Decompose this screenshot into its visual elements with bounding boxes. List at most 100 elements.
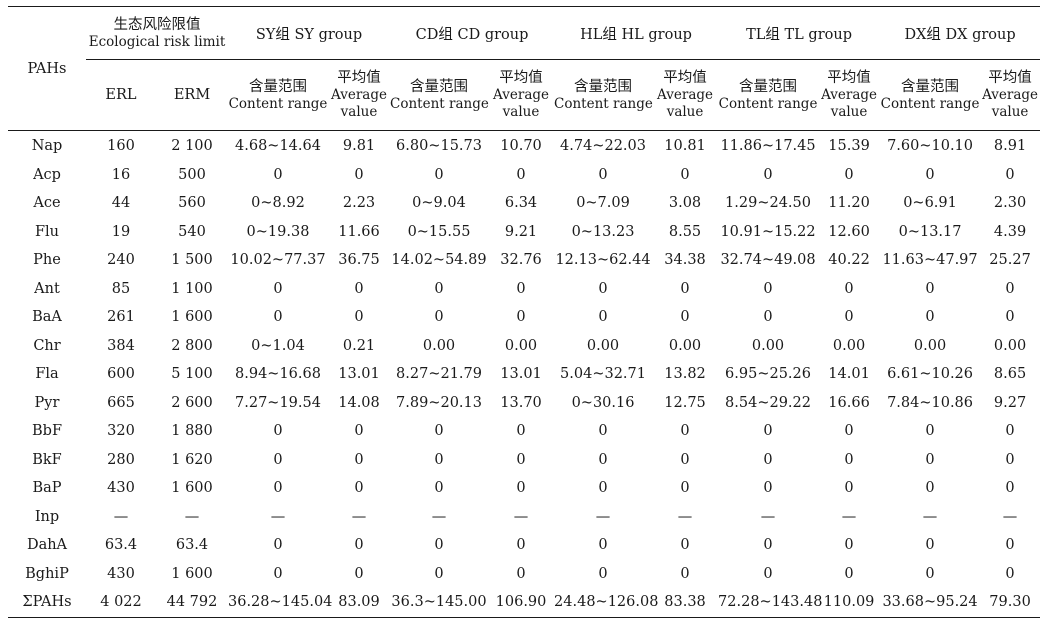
content-range-cell: 0 — [598, 480, 608, 497]
table-body: Nap 160 2 100 4.68~14.64 9.81 6.80~15.73 10.70… — [8, 131, 1041, 618]
content-range-cell: 0~19.38 — [246, 223, 310, 240]
pah-name-cell: Ace — [33, 195, 61, 212]
average-value-cell: 0.00 — [832, 337, 866, 354]
pah-name-cell: Inp — [34, 508, 60, 525]
content-range-cell: 0 — [598, 451, 608, 468]
content-range-cell: 36.3~145.00 — [390, 588, 489, 618]
content-range-cell: 72.28~143.48 — [718, 588, 822, 618]
content-range-cell: 0 — [763, 309, 773, 326]
average-value-cell: 79.30 — [980, 588, 1041, 618]
average-value-cell: 0 — [1005, 309, 1015, 326]
erl-cell: 160 — [107, 137, 135, 154]
content-range-cell: 0 — [598, 280, 608, 297]
average-value-cell: 16.66 — [828, 394, 870, 411]
erm-cell: 560 — [178, 195, 206, 212]
average-value-cell: 13.01 — [338, 366, 380, 383]
pah-name-cell: BaA — [32, 309, 62, 326]
erm-cell: 63.4 — [175, 537, 209, 554]
average-value-cell: 0 — [844, 280, 854, 297]
erm-cell: 540 — [178, 223, 206, 240]
content-range-header: 含量范围 Content range — [718, 59, 819, 131]
average-value-cell: 0 — [680, 537, 690, 554]
average-value-cell: 0 — [844, 309, 854, 326]
average-value-header-en-2: value — [502, 104, 540, 121]
content-range-cell: 0 — [925, 480, 935, 497]
average-value-header: 平均值 Average value — [652, 59, 719, 131]
erm-cell: 1 880 — [171, 423, 213, 440]
group-title: DX组 DX group — [904, 26, 1016, 43]
table-row: BaP 430 1 600 0 0 0 0 0 0 0 0 0 0 — [8, 474, 1040, 503]
average-value-cell: 12.75 — [664, 394, 706, 411]
erl-cell: 665 — [107, 394, 135, 411]
average-value-header-en-1: Average — [657, 87, 713, 104]
average-value-cell: 0 — [844, 166, 854, 183]
average-value-cell: 0.00 — [668, 337, 702, 354]
content-range-cell: 10.91~15.22 — [720, 223, 816, 240]
group-title: SY组 SY group — [255, 26, 363, 43]
group-header-tl: TL组 TL group — [718, 6, 881, 60]
table-row: Inp — — — — — — — — — — — — — [8, 503, 1040, 532]
eco-risk-header-cn: 生态风险限值 — [113, 16, 201, 33]
average-value-header-en-1: Average — [982, 87, 1039, 104]
content-range-cell: 0~9.04 — [412, 195, 466, 212]
content-range-cell: 0 — [925, 537, 935, 554]
average-value-cell: — — [1002, 508, 1018, 525]
pah-name-cell: Ant — [34, 280, 60, 297]
table-row: Ace 44 560 0~8.92 2.23 0~9.04 6.34 0~7.09 3.08 1.… — [8, 189, 1040, 218]
content-range-cell: 0~6.91 — [903, 195, 957, 212]
content-range-cell: 7.27~19.54 — [235, 394, 321, 411]
content-range-cell: 0~7.09 — [576, 195, 630, 212]
average-value-cell: 0 — [844, 451, 854, 468]
average-value-cell: 11.66 — [338, 223, 380, 240]
content-range-cell: 4.68~14.64 — [235, 137, 321, 154]
erm-cell: 2 800 — [171, 337, 213, 354]
content-range-header-en: Content range — [228, 95, 328, 112]
content-range-cell: 0 — [598, 423, 608, 440]
erl-cell: 430 — [107, 565, 135, 582]
pah-name-cell: DahA — [26, 537, 68, 554]
group-title: TL组 TL group — [746, 26, 852, 43]
content-range-cell: — — [595, 508, 611, 525]
average-value-cell: 0 — [680, 423, 690, 440]
content-range-cell: 0~30.16 — [571, 394, 635, 411]
content-range-cell: 0 — [273, 309, 283, 326]
content-range-cell: 1.29~24.50 — [725, 195, 811, 212]
average-value-header-en-2: value — [340, 104, 378, 121]
content-range-cell: 32.74~49.08 — [720, 252, 816, 269]
erm-cell: 5 100 — [171, 366, 213, 383]
average-value-cell: 0 — [354, 309, 364, 326]
average-value-cell: — — [351, 508, 367, 525]
average-value-cell: 6.34 — [504, 195, 538, 212]
average-value-cell: 15.39 — [828, 137, 870, 154]
average-value-header-en-2: value — [991, 104, 1029, 121]
content-range-cell: 14.02~54.89 — [391, 252, 487, 269]
content-range-cell: 0 — [273, 423, 283, 440]
content-range-header-cn: 含量范围 — [249, 78, 307, 95]
content-range-header: 含量范围 Content range — [880, 59, 981, 131]
group-header-dx: DX组 DX group — [880, 6, 1041, 60]
average-value-cell: 0 — [844, 565, 854, 582]
average-value-cell: 0.00 — [993, 337, 1027, 354]
content-range-cell: 0 — [434, 451, 444, 468]
pah-name-cell: BaP — [32, 480, 62, 497]
content-range-cell: 0.00 — [913, 337, 947, 354]
average-value-cell: 0 — [1005, 480, 1015, 497]
average-value-cell: 0 — [354, 451, 364, 468]
pah-name-cell: BkF — [32, 451, 62, 468]
pahs-risk-table: PAHs 生态风险限值 Ecological risk limit SY组 SY… — [8, 6, 1041, 618]
pah-name-cell: Acp — [33, 166, 61, 183]
erl-cell: 19 — [111, 223, 131, 240]
content-range-cell: 6.95~25.26 — [725, 366, 811, 383]
average-value-header-cn: 平均值 — [988, 70, 1032, 87]
average-value-cell: 8.65 — [993, 366, 1027, 383]
content-range-cell: 0~8.92 — [251, 195, 305, 212]
pah-name-cell: ΣPAHs — [8, 588, 86, 618]
erl-cell: 320 — [107, 423, 135, 440]
eco-risk-header-en: Ecological risk limit — [88, 33, 226, 50]
content-range-cell: 8.94~16.68 — [235, 366, 321, 383]
content-range-cell: 0 — [273, 166, 283, 183]
content-range-header-cn: 含量范围 — [901, 78, 960, 95]
average-value-cell: 2.30 — [993, 195, 1027, 212]
average-value-header-en-1: Average — [331, 87, 387, 104]
content-range-cell: 0 — [763, 166, 773, 183]
